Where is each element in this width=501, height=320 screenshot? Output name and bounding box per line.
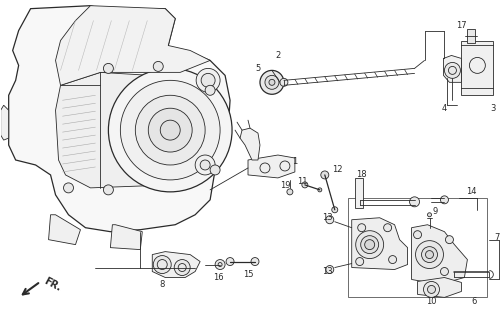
Circle shape xyxy=(196,68,219,92)
Text: FR.: FR. xyxy=(43,276,63,293)
Polygon shape xyxy=(49,215,80,244)
Text: 18: 18 xyxy=(356,171,366,180)
Polygon shape xyxy=(247,155,294,178)
Bar xyxy=(347,198,486,297)
Polygon shape xyxy=(411,225,466,284)
Text: 19: 19 xyxy=(279,181,290,190)
Polygon shape xyxy=(351,218,407,269)
Polygon shape xyxy=(56,6,210,85)
Text: 13: 13 xyxy=(322,267,333,276)
Text: 6: 6 xyxy=(471,297,476,306)
Text: 5: 5 xyxy=(255,64,260,73)
Circle shape xyxy=(427,213,431,217)
Circle shape xyxy=(413,231,421,239)
Circle shape xyxy=(153,61,163,71)
Circle shape xyxy=(331,207,337,213)
Polygon shape xyxy=(1,105,9,140)
Circle shape xyxy=(423,282,438,297)
Text: 8: 8 xyxy=(159,280,165,289)
Circle shape xyxy=(160,120,180,140)
Circle shape xyxy=(205,85,214,95)
Circle shape xyxy=(427,285,435,293)
Circle shape xyxy=(103,185,113,195)
Circle shape xyxy=(317,188,321,192)
Bar xyxy=(354,178,362,208)
Text: 11: 11 xyxy=(296,177,307,187)
Text: 12: 12 xyxy=(332,165,342,174)
Circle shape xyxy=(269,79,275,85)
Circle shape xyxy=(443,62,459,78)
Circle shape xyxy=(280,78,288,86)
Circle shape xyxy=(201,73,214,87)
Circle shape xyxy=(325,266,333,274)
Circle shape xyxy=(103,63,113,73)
Polygon shape xyxy=(110,225,142,250)
Circle shape xyxy=(120,80,219,180)
Circle shape xyxy=(287,189,292,195)
Text: 7: 7 xyxy=(493,233,499,242)
Circle shape xyxy=(360,236,378,253)
Polygon shape xyxy=(442,55,460,82)
Polygon shape xyxy=(239,128,260,160)
Circle shape xyxy=(415,241,442,268)
Circle shape xyxy=(250,258,259,266)
Circle shape xyxy=(383,224,391,232)
Text: 4: 4 xyxy=(441,104,446,113)
Circle shape xyxy=(357,224,365,232)
Circle shape xyxy=(214,260,224,269)
Text: 13: 13 xyxy=(322,213,333,222)
Circle shape xyxy=(153,256,171,274)
Circle shape xyxy=(195,155,214,175)
Circle shape xyxy=(260,70,284,94)
Circle shape xyxy=(325,216,333,224)
Circle shape xyxy=(301,182,307,188)
Polygon shape xyxy=(56,72,214,188)
Text: 17: 17 xyxy=(455,21,466,30)
Circle shape xyxy=(439,268,447,276)
Polygon shape xyxy=(9,6,229,232)
Text: 10: 10 xyxy=(425,297,436,306)
Circle shape xyxy=(444,236,452,244)
Text: 16: 16 xyxy=(212,273,223,282)
Circle shape xyxy=(148,108,192,152)
Circle shape xyxy=(409,197,419,207)
Circle shape xyxy=(364,240,374,250)
Text: 14: 14 xyxy=(465,188,475,196)
Text: 9: 9 xyxy=(432,207,437,216)
Circle shape xyxy=(64,183,73,193)
Circle shape xyxy=(355,231,383,259)
Polygon shape xyxy=(417,277,460,297)
Text: 1: 1 xyxy=(292,157,297,166)
Circle shape xyxy=(174,260,190,276)
Bar xyxy=(466,28,474,43)
Circle shape xyxy=(210,165,219,175)
Circle shape xyxy=(388,256,396,264)
Circle shape xyxy=(108,68,231,192)
Circle shape xyxy=(265,76,279,89)
Bar xyxy=(460,41,492,95)
Text: 15: 15 xyxy=(242,270,253,279)
Circle shape xyxy=(421,247,436,262)
Text: 2: 2 xyxy=(275,51,280,60)
Circle shape xyxy=(355,258,363,266)
Circle shape xyxy=(425,251,433,259)
Circle shape xyxy=(225,258,233,266)
Circle shape xyxy=(320,171,328,179)
Circle shape xyxy=(135,95,205,165)
Text: 3: 3 xyxy=(489,104,495,113)
Circle shape xyxy=(439,196,447,204)
Circle shape xyxy=(200,160,210,170)
Polygon shape xyxy=(152,252,200,277)
